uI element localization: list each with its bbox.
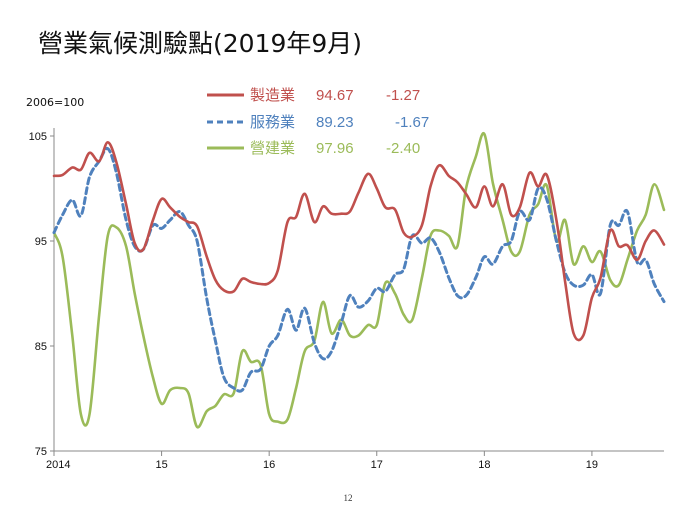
legend-change-manufacturing: -1.27 <box>386 87 420 104</box>
legend-value-construction: 97.96 <box>316 140 354 157</box>
legend-value-manufacturing: 94.67 <box>316 87 354 104</box>
unit-label: 2006=100 <box>26 96 85 109</box>
legend-label-manufacturing: 製造業 <box>250 86 295 104</box>
legend-value-services: 89.23 <box>316 114 354 131</box>
series-line-manufacturing <box>52 141 666 342</box>
legend-label-services: 服務業 <box>250 113 295 131</box>
legend-change-services: -1.67 <box>395 114 429 131</box>
x-tick-label: 17 <box>371 459 383 471</box>
y-tick-label: 95 <box>35 236 47 248</box>
x-tick-label: 19 <box>586 459 598 471</box>
y-tick-label: 85 <box>35 341 47 353</box>
x-tick-label: 2014 <box>46 459 70 471</box>
series-line-services <box>52 146 666 393</box>
legend-change-construction: -2.40 <box>386 140 420 157</box>
x-tick-label: 15 <box>155 459 167 471</box>
page-number: 12 <box>343 493 353 503</box>
y-tick-label: 105 <box>29 131 47 143</box>
legend-label-construction: 營建業 <box>250 139 295 157</box>
series-line-construction <box>52 131 666 429</box>
x-tick-label: 18 <box>478 459 490 471</box>
page-title: 營業氣候測驗點(2019年9月) <box>38 29 363 58</box>
x-tick-label: 16 <box>263 459 275 471</box>
y-tick-label: 75 <box>35 446 47 458</box>
